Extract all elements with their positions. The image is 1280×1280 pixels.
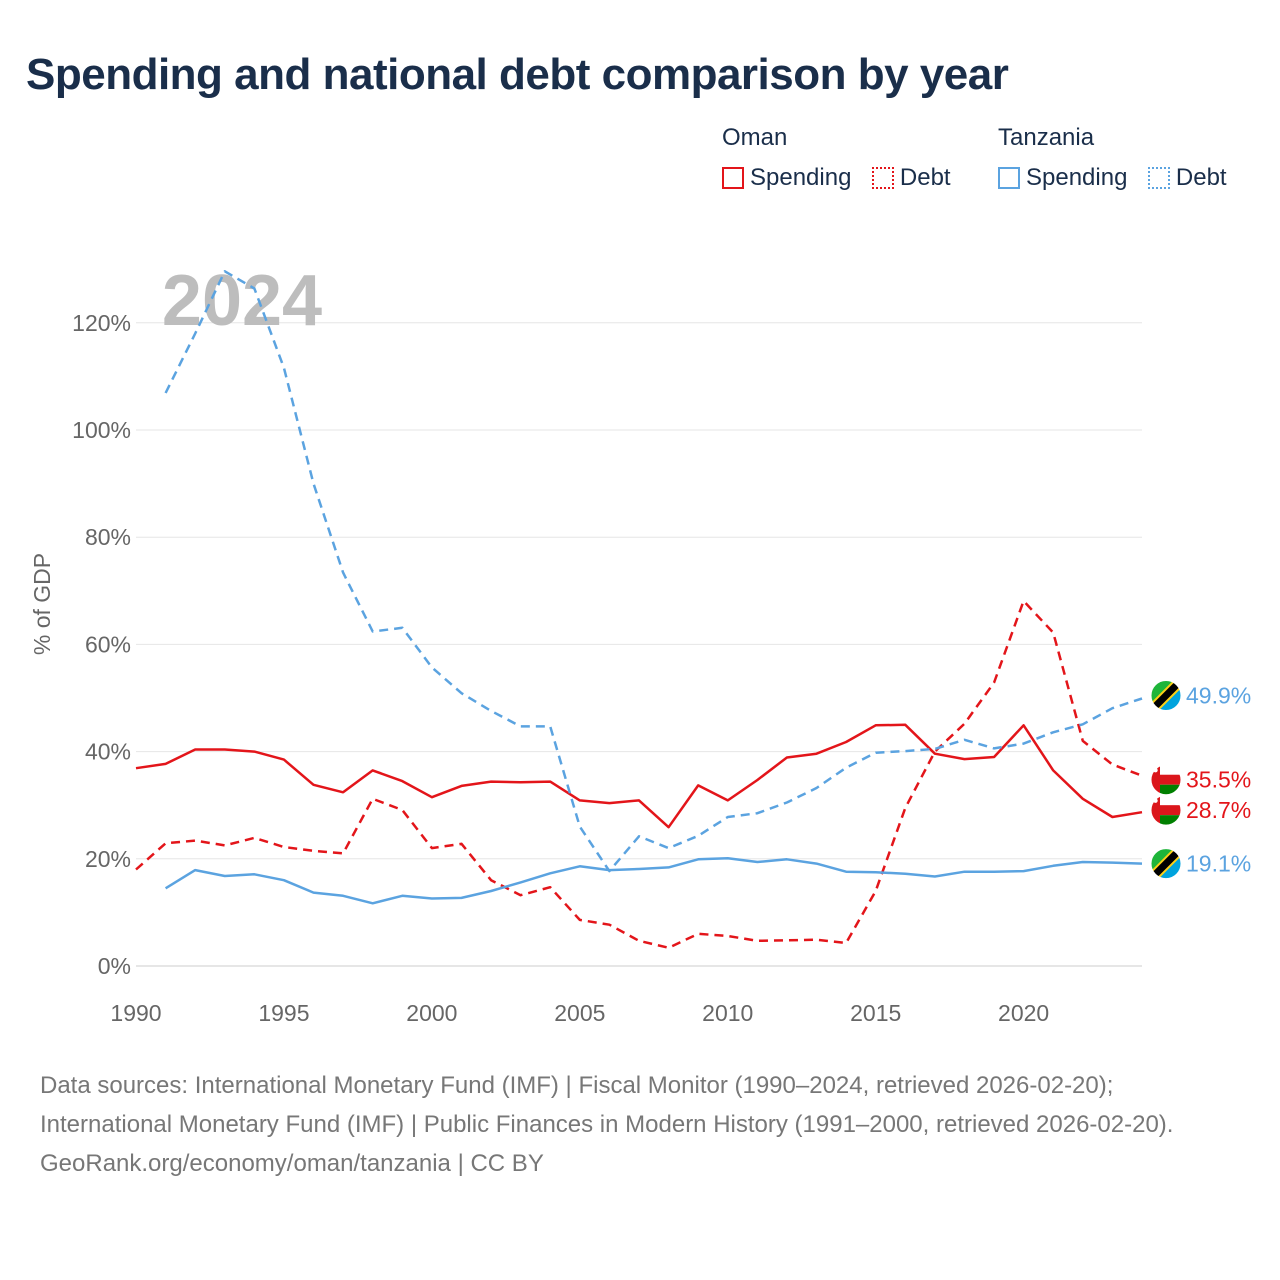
legend-group-tanzania: Tanzania Spending Debt — [998, 124, 1227, 194]
credit-link[interactable]: GeoRank.org/economy/oman/tanzania | CC B… — [40, 1150, 544, 1177]
y-tick-label: 20% — [85, 846, 131, 872]
y-tick-label: 80% — [85, 524, 131, 550]
legend-label: Spending — [750, 164, 852, 191]
line-chart: 2024 0% 20% 40% 60% 80% 100% 120% 1990 1995 2000… — [29, 261, 1251, 1026]
series-line-tanzania-spending — [164, 857, 1143, 905]
legend-swatch-dotted-icon — [1147, 167, 1170, 189]
legend-swatch-solid-icon — [722, 167, 744, 189]
legend-swatch-solid-icon — [998, 167, 1020, 189]
legend-item-tanzania-spending[interactable]: Spending — [998, 164, 1127, 192]
y-tick-label: 120% — [72, 310, 131, 336]
legend-item-tanzania-debt[interactable]: Debt — [1147, 164, 1227, 192]
legend-group-oman: Oman Spending Debt — [722, 124, 967, 194]
series-line-oman-spending — [135, 723, 1143, 829]
series-line-tanzania-debt — [164, 270, 1143, 873]
footer: Data sources: International Monetary Fun… — [40, 1066, 1240, 1183]
chart-title: Spending and national debt comparison by… — [26, 50, 1009, 99]
year-label: 2024 — [162, 261, 322, 341]
legend-group-name-tanzania: Tanzania — [998, 124, 1095, 151]
y-tick-label: 40% — [85, 739, 131, 765]
tanzania-flag-icon — [1150, 848, 1182, 880]
y-tick-label: 0% — [98, 953, 131, 979]
x-axis: 1990 1995 2000 2005 2010 2015 2020 — [110, 1000, 1049, 1026]
x-tick-label: 2000 — [406, 1000, 457, 1026]
x-tick-label: 1995 — [258, 1000, 309, 1026]
x-tick-label: 2020 — [998, 1000, 1049, 1026]
y-tick-label: 60% — [85, 631, 131, 657]
tanzania-flag-icon — [1150, 680, 1182, 712]
y-axis-label: % of GDP — [29, 553, 55, 655]
series — [135, 270, 1143, 950]
end-label-oman-debt: 35.5% — [1186, 767, 1251, 793]
end-labels: 28.7% 35.5% 19.1% 49.9% — [1150, 680, 1251, 880]
oman-flag-icon — [1150, 794, 1182, 826]
y-axis: 0% 20% 40% 60% 80% 100% 120% — [72, 310, 131, 979]
legend-swatch-dotted-icon — [871, 167, 894, 189]
legend-item-oman-debt[interactable]: Debt — [871, 164, 951, 192]
legend-group-name-oman: Oman — [722, 124, 788, 151]
x-tick-label: 2005 — [554, 1000, 605, 1026]
legend-label: Debt — [899, 164, 951, 191]
y-tick-label: 100% — [72, 417, 131, 443]
x-tick-label: 2015 — [850, 1000, 901, 1026]
data-sources: Data sources: International Monetary Fun… — [40, 1072, 1174, 1138]
legend-item-oman-spending[interactable]: Spending — [722, 164, 851, 192]
oman-flag-icon — [1150, 764, 1182, 796]
end-label-tanzania-spending: 19.1% — [1186, 851, 1251, 877]
grid — [136, 322, 1142, 967]
end-label-tanzania-debt: 49.9% — [1186, 683, 1251, 709]
x-tick-label: 1990 — [110, 1000, 161, 1026]
legend-label: Debt — [1175, 164, 1227, 191]
end-label-oman-spending: 28.7% — [1186, 797, 1251, 823]
x-tick-label: 2010 — [702, 1000, 753, 1026]
series-line-oman-debt — [135, 599, 1143, 950]
legend-label: Spending — [1026, 164, 1128, 191]
